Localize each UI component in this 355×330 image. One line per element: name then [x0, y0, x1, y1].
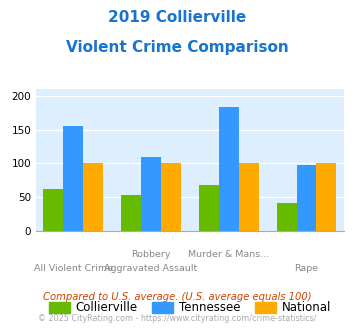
Bar: [316, 163, 337, 231]
Text: Violent Crime Comparison: Violent Crime Comparison: [66, 40, 289, 54]
Text: Murder & Mans...: Murder & Mans...: [188, 250, 269, 259]
Bar: [64, 126, 83, 231]
Legend: Collierville, Tennessee, National: Collierville, Tennessee, National: [44, 296, 336, 319]
Text: Compared to U.S. average. (U.S. average equals 100): Compared to U.S. average. (U.S. average …: [43, 292, 312, 302]
Bar: [219, 107, 239, 231]
Text: Robbery: Robbery: [131, 250, 171, 259]
Bar: [199, 185, 219, 231]
Bar: [296, 165, 316, 231]
Bar: [239, 163, 259, 231]
Bar: [83, 163, 103, 231]
Text: All Violent Crime: All Violent Crime: [34, 264, 113, 273]
Bar: [121, 194, 141, 231]
Text: Rape: Rape: [294, 264, 318, 273]
Text: © 2025 CityRating.com - https://www.cityrating.com/crime-statistics/: © 2025 CityRating.com - https://www.city…: [38, 314, 317, 323]
Bar: [141, 157, 161, 231]
Bar: [161, 163, 181, 231]
Text: 2019 Collierville: 2019 Collierville: [108, 10, 247, 25]
Text: Aggravated Assault: Aggravated Assault: [104, 264, 198, 273]
Bar: [277, 203, 296, 231]
Bar: [43, 189, 64, 231]
